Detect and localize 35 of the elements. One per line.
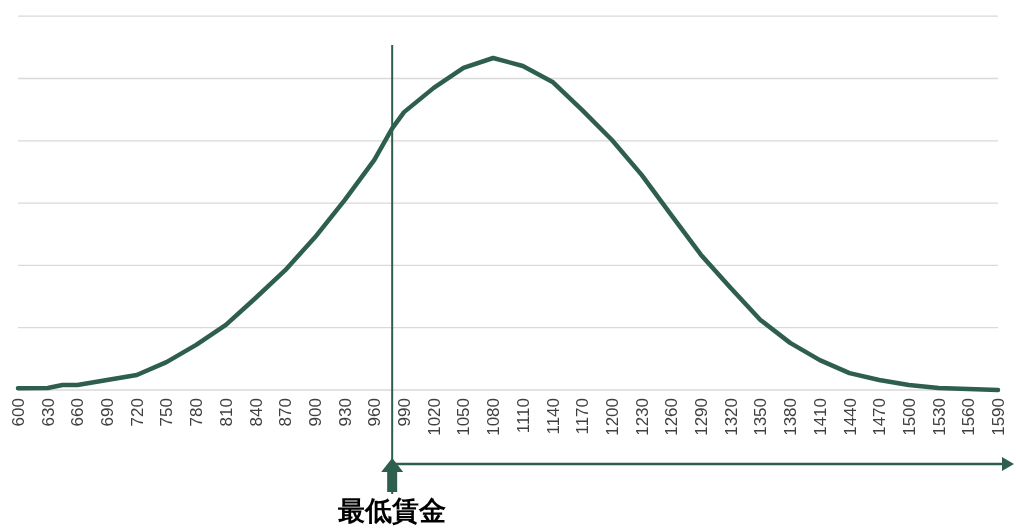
x-tick-label: 1080 (484, 398, 504, 436)
x-tick-label: 1290 (692, 398, 712, 436)
x-tick-label: 930 (335, 398, 355, 427)
x-tick-label: 630 (38, 398, 58, 427)
x-tick-label: 900 (305, 398, 325, 427)
x-tick-label: 1530 (929, 398, 949, 436)
x-tick-label: 840 (246, 398, 266, 427)
x-tick-label: 1320 (721, 398, 741, 436)
x-tick-label: 810 (216, 398, 236, 427)
x-tick-label: 1230 (632, 398, 652, 436)
x-tick-label: 1410 (810, 398, 830, 436)
x-tick-label: 1350 (751, 398, 771, 436)
x-tick-label: 960 (365, 398, 385, 427)
ref-line-label: 最低賃金 (337, 496, 447, 526)
x-tick-label: 1140 (543, 398, 563, 435)
x-tick-label: 720 (127, 398, 147, 427)
x-tick-label: 660 (68, 398, 88, 427)
x-tick-label: 1260 (662, 398, 682, 436)
x-tick-label: 1200 (602, 398, 622, 436)
x-tick-label: 1170 (573, 398, 593, 435)
x-tick-label: 870 (276, 398, 296, 427)
x-tick-label: 990 (395, 398, 415, 427)
x-tick-label: 1440 (840, 398, 860, 436)
x-tick-label: 750 (157, 398, 177, 427)
x-tick-label: 600 (9, 398, 28, 427)
x-tick-label: 1110 (513, 398, 533, 434)
x-tick-label: 780 (187, 398, 207, 427)
x-tick-label: 1020 (424, 398, 444, 436)
x-tick-label: 1590 (989, 398, 1008, 436)
x-tick-label: 690 (98, 398, 118, 427)
x-tick-label: 1560 (959, 398, 979, 436)
x-tick-label: 1470 (870, 398, 890, 436)
x-tick-label: 1050 (454, 398, 474, 436)
x-tick-label: 1500 (899, 398, 919, 436)
x-tick-label: 1380 (781, 398, 801, 436)
